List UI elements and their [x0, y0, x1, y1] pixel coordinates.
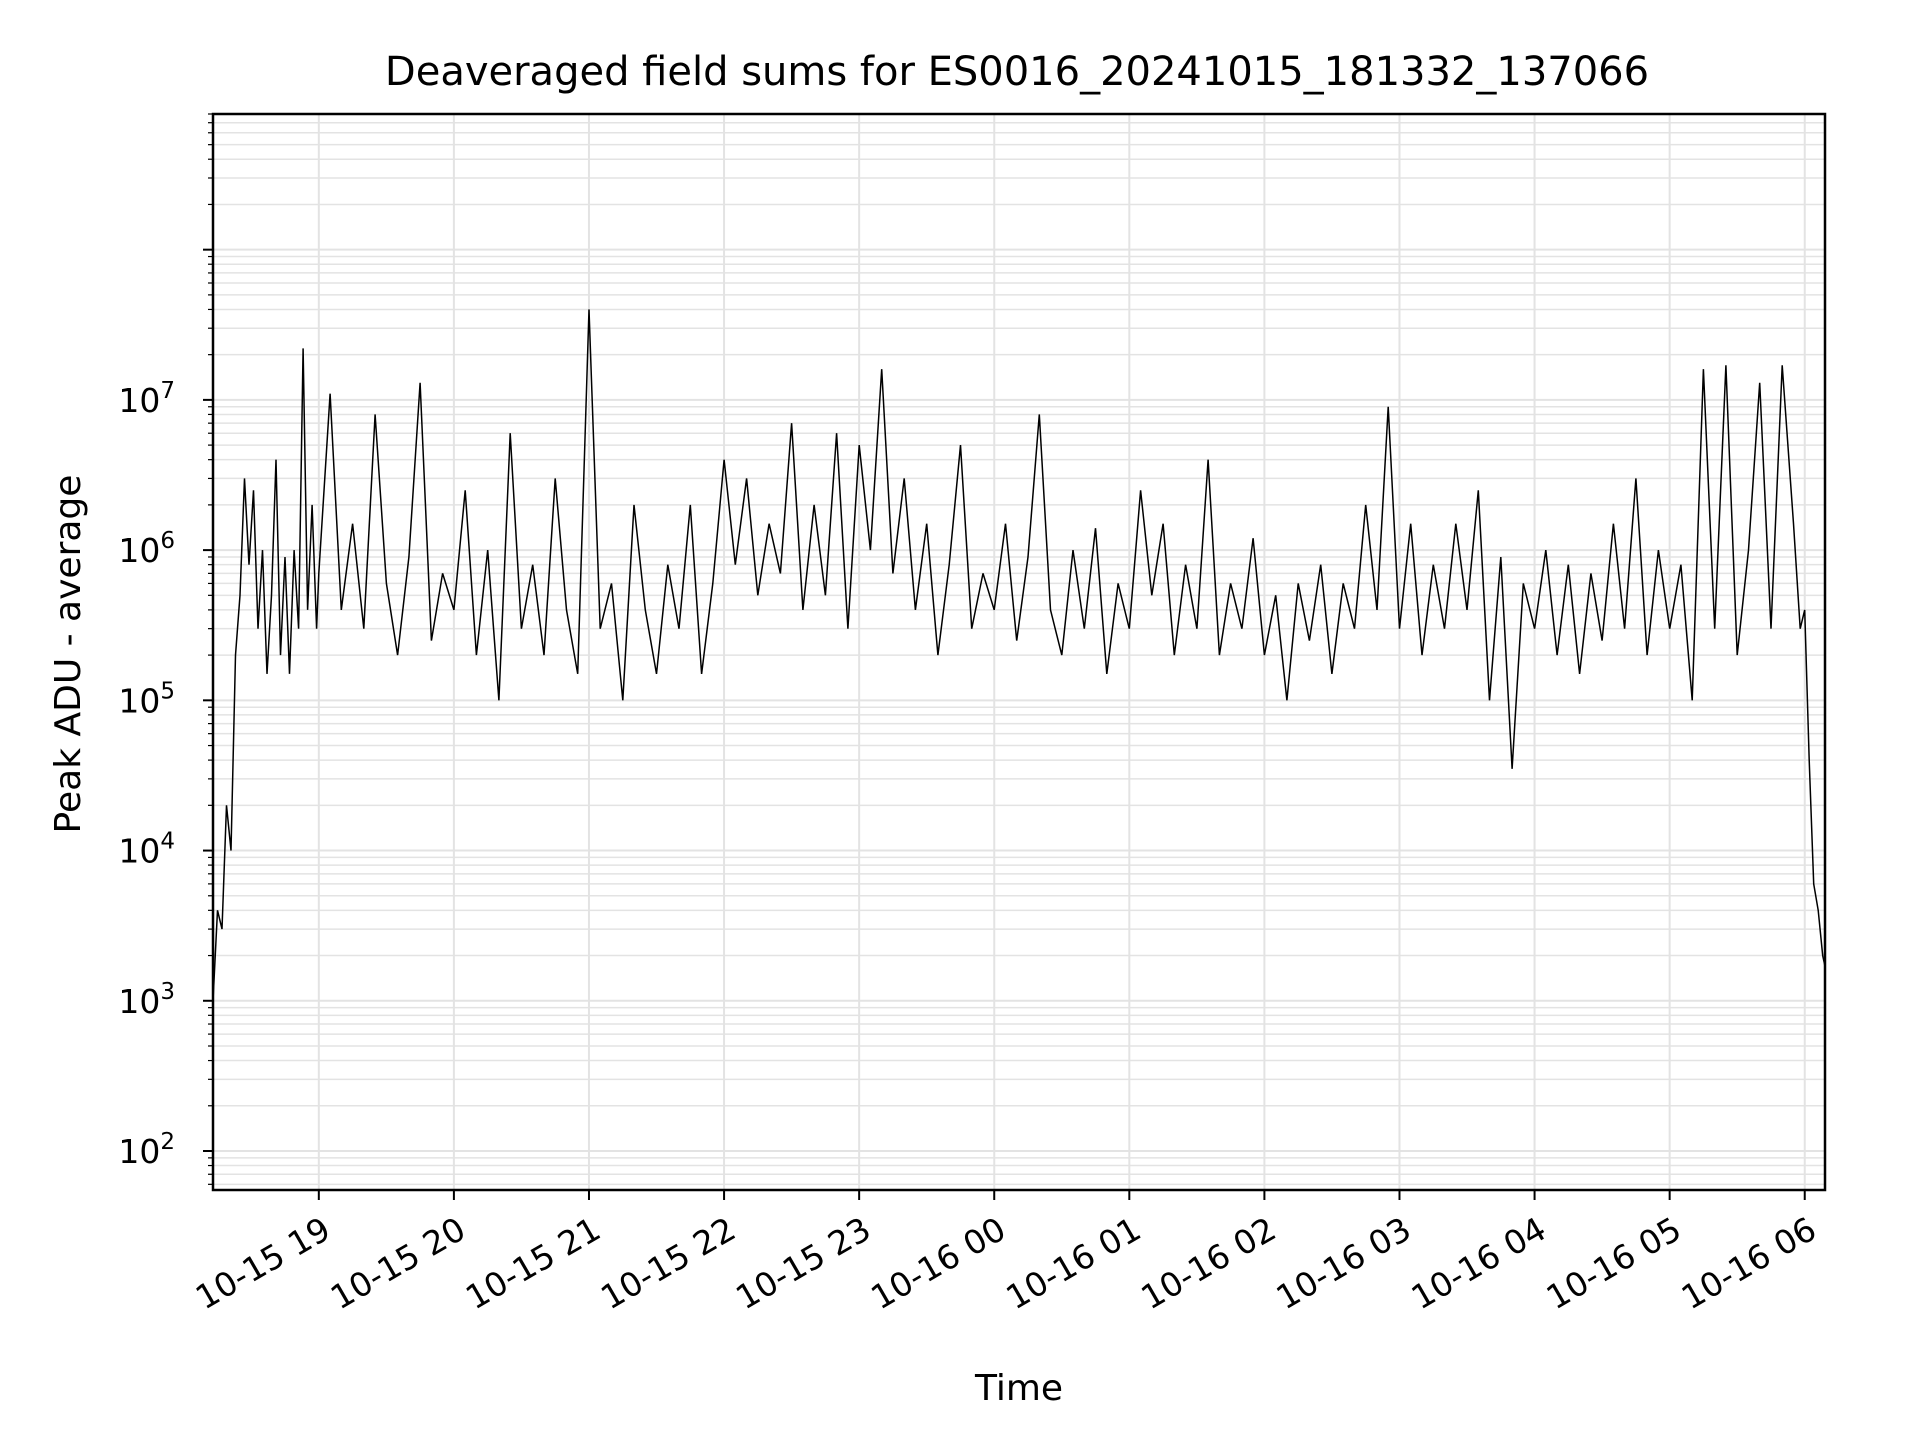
y-tick-base: 10: [118, 681, 160, 720]
y-tick-label: 103: [118, 979, 175, 1021]
y-tick-label: 107: [118, 378, 175, 420]
grid: [213, 113, 1825, 1190]
y-tick-base: 10: [118, 531, 160, 570]
y-axis-label: Peak ADU - average: [48, 475, 89, 834]
y-tick-label: 102: [118, 1129, 175, 1171]
plot-area-frame: [211, 112, 1827, 1192]
y-tick-exponent: 7: [160, 378, 175, 404]
series-line: [212, 309, 1826, 1001]
y-tick-exponent: 3: [160, 979, 175, 1005]
y-tick-label: 106: [118, 528, 175, 570]
y-tick-base: 10: [118, 832, 160, 871]
y-tick-exponent: 2: [160, 1129, 175, 1155]
chart-title: Deaveraged field sums for ES0016_2024101…: [385, 49, 1649, 95]
y-tick-label: 105: [118, 678, 175, 720]
x-axis-label: Time: [974, 1368, 1063, 1409]
y-tick-base: 10: [118, 381, 160, 420]
y-tick-exponent: 5: [160, 678, 175, 704]
y-tick-exponent: 4: [160, 829, 175, 855]
y-tick-base: 10: [118, 982, 160, 1021]
y-tick-exponent: 6: [160, 528, 175, 554]
y-tick-base: 10: [118, 1132, 160, 1171]
y-tick-label: 104: [118, 829, 175, 871]
